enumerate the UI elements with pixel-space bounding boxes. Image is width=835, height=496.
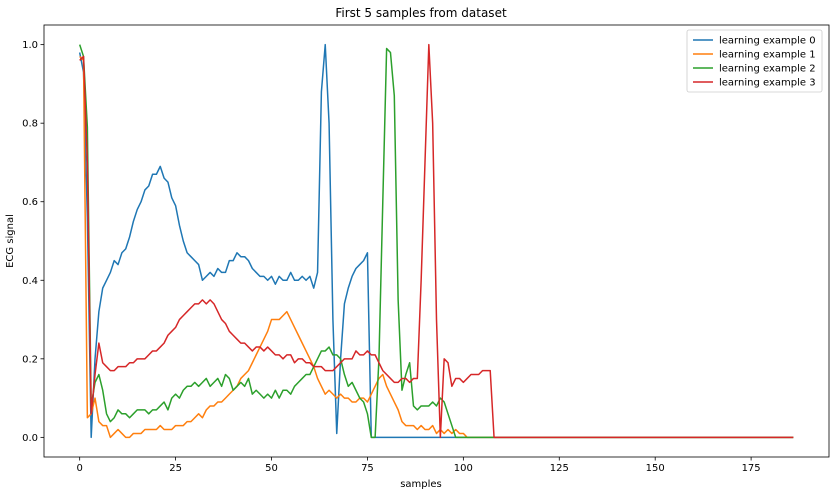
series-line-0 [78,43,794,439]
chart-title: First 5 samples from dataset [335,6,507,20]
x-tick-label: 100 [454,463,473,474]
series-line-1 [79,55,794,439]
series-line-2 [78,44,794,439]
x-tick-label: 175 [742,463,761,474]
plot-frame [43,24,830,458]
y-axis-ticks: 0.0 0.2 0.4 0.6 0.8 1.0 [22,40,44,444]
x-axis-ticks: 0 25 50 75 100 125 150 175 [76,457,761,474]
legend-label-0: learning example 0 [719,36,816,47]
y-tick-label: 0.8 [22,119,38,130]
y-tick-label: 0.0 [22,433,38,444]
y-tick-label: 0.4 [22,276,38,287]
x-tick-label: 150 [646,463,665,474]
y-axis-label: ECG signal [5,214,16,268]
legend-label-3: learning example 3 [719,78,816,89]
x-tick-label: 0 [76,463,82,474]
legend-box [686,29,823,93]
x-tick-label: 25 [169,463,182,474]
legend-label-1: learning example 1 [719,50,816,61]
x-tick-label: 75 [361,463,374,474]
legend: learning example 0 learning example 1 lear… [686,29,823,93]
series-layer [78,43,794,439]
x-tick-label: 50 [265,463,278,474]
series-line-3 [79,43,794,439]
y-tick-label: 1.0 [22,40,38,51]
legend-label-2: learning example 2 [719,64,816,75]
x-axis-label: samples [400,479,442,490]
y-tick-label: 0.6 [22,197,38,208]
x-tick-label: 125 [550,463,569,474]
y-tick-label: 0.2 [22,354,38,365]
